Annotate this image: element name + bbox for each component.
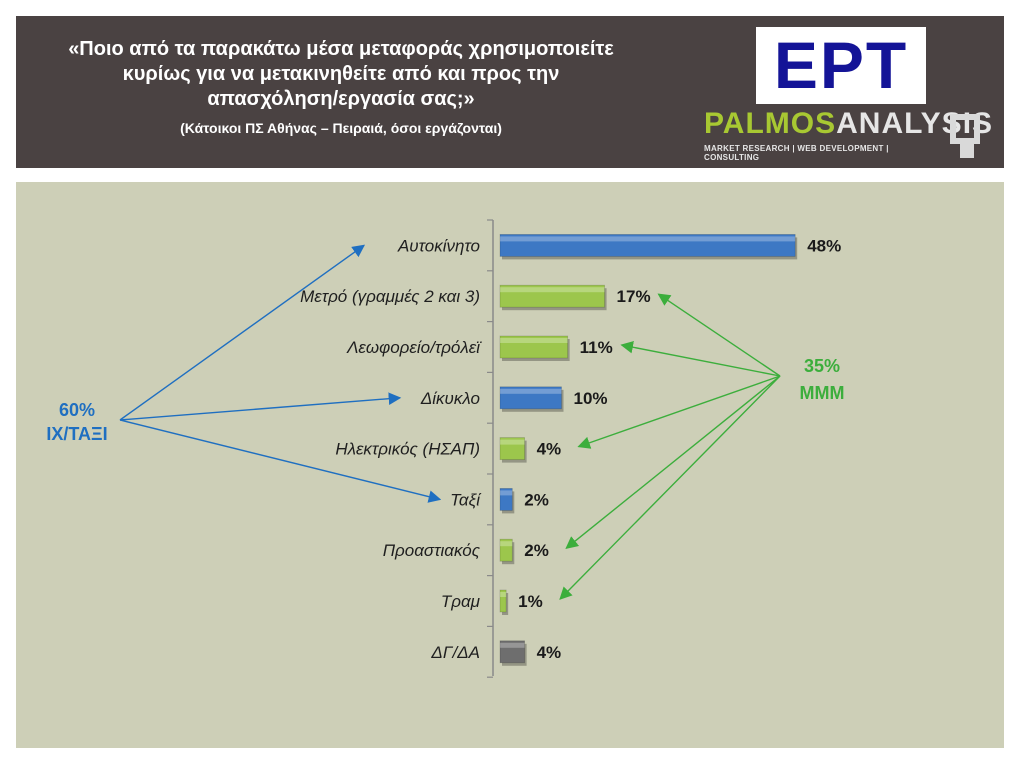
bar-highlight xyxy=(500,541,513,547)
group-label-line: ΙΧ/ΤΑΞΙ xyxy=(46,424,107,444)
question-line-1: «Ποιο από τα παρακάτω μέσα μεταφοράς χρη… xyxy=(68,38,614,60)
group-label-line: 35% xyxy=(804,356,840,376)
arrow-car-taxi xyxy=(119,244,366,421)
question-line-2: κυρίως για να μετακινηθείτε από και προς… xyxy=(122,63,560,85)
question-line-3: απασχόληση/εργασία σας;» xyxy=(207,88,475,110)
category-label: Ηλεκτρικός (ΗΣΑΠ) xyxy=(335,440,480,459)
palmos-analysis-logo: PALMOSANALYSIS xyxy=(704,104,993,144)
value-label: 48% xyxy=(807,236,841,255)
category-label: Λεωφορείο/τρόλεϊ xyxy=(346,338,482,357)
group-label-line: ΜΜΜ xyxy=(800,383,845,403)
bar-highlight xyxy=(500,338,568,343)
palmos-logo-mark xyxy=(950,114,980,144)
value-label: 2% xyxy=(524,490,549,509)
category-label: Τραμ xyxy=(441,592,481,611)
arrow-car-taxi xyxy=(119,419,442,503)
group-label-public-transport: 35% ΜΜΜ xyxy=(800,356,845,403)
value-label: 1% xyxy=(518,592,543,611)
arrow-public-transport xyxy=(559,375,781,600)
palmos-logo-part2: ANALYSIS xyxy=(836,107,994,140)
arrow-public-transport xyxy=(620,340,781,377)
bar-8 xyxy=(499,589,507,613)
bar-highlight xyxy=(500,642,525,648)
arrow-public-transport xyxy=(657,293,781,377)
value-label: 2% xyxy=(524,541,549,560)
category-label: Μετρό (γραμμές 2 και 3) xyxy=(300,287,480,306)
arrow-public-transport xyxy=(577,375,781,449)
bar-1 xyxy=(499,234,796,257)
palmos-logo-mark-block xyxy=(960,144,974,158)
group-label-car-taxi: 60% ΙΧ/ΤΑΞΙ xyxy=(46,400,107,444)
ert-logo-text: ΕΡΤ xyxy=(773,28,909,102)
header-banner: «Ποιο από τα παρακάτω μέσα μεταφοράς χρη… xyxy=(16,16,1004,168)
category-label: Δίκυκλο xyxy=(420,389,480,408)
bar-9 xyxy=(499,640,526,664)
bar-highlight xyxy=(500,388,562,394)
group-label-line: 60% xyxy=(59,400,95,420)
palmos-logo-part1: PALMOS xyxy=(704,107,837,140)
bar-highlight xyxy=(500,490,513,496)
value-label: 4% xyxy=(537,643,562,662)
bar-2 xyxy=(499,284,605,308)
bar-7 xyxy=(499,538,513,562)
category-label: Αυτοκίνητο xyxy=(397,236,480,255)
arrow-car-taxi xyxy=(119,392,402,421)
bar-6 xyxy=(499,487,513,511)
bar-3 xyxy=(499,335,569,359)
bar-highlight xyxy=(500,236,796,242)
value-label: 11% xyxy=(580,338,613,357)
arrow-public-transport xyxy=(565,375,781,549)
category-label: Προαστιακός xyxy=(383,541,481,560)
bar-highlight xyxy=(500,439,525,445)
bar-chart: Αυτοκίνητο 48% Μετρό (γραμμές 2 και 3) 17% Λ… xyxy=(46,219,845,678)
bar-5 xyxy=(499,437,526,461)
ert-logo: ΕΡΤ xyxy=(756,27,926,104)
bar-highlight xyxy=(500,287,605,293)
category-label: Ταξί xyxy=(450,490,482,509)
value-label: 17% xyxy=(617,287,651,306)
chart-panel: Αυτοκίνητο 48% Μετρό (γραμμές 2 και 3) 17% Λ… xyxy=(16,182,1004,748)
bar-highlight xyxy=(500,592,507,597)
value-label: 4% xyxy=(537,440,562,459)
value-label: 10% xyxy=(574,389,608,408)
category-label: ΔΓ/ΔΑ xyxy=(430,643,480,662)
palmos-logo-tagline: MARKET RESEARCH | WEB DEVELOPMENT | CONS… xyxy=(704,144,889,162)
question-subtitle: (Κάτοικοι ΠΣ Αθήνας – Πειραιά, όσοι εργά… xyxy=(180,120,502,136)
bar-4 xyxy=(499,386,562,410)
